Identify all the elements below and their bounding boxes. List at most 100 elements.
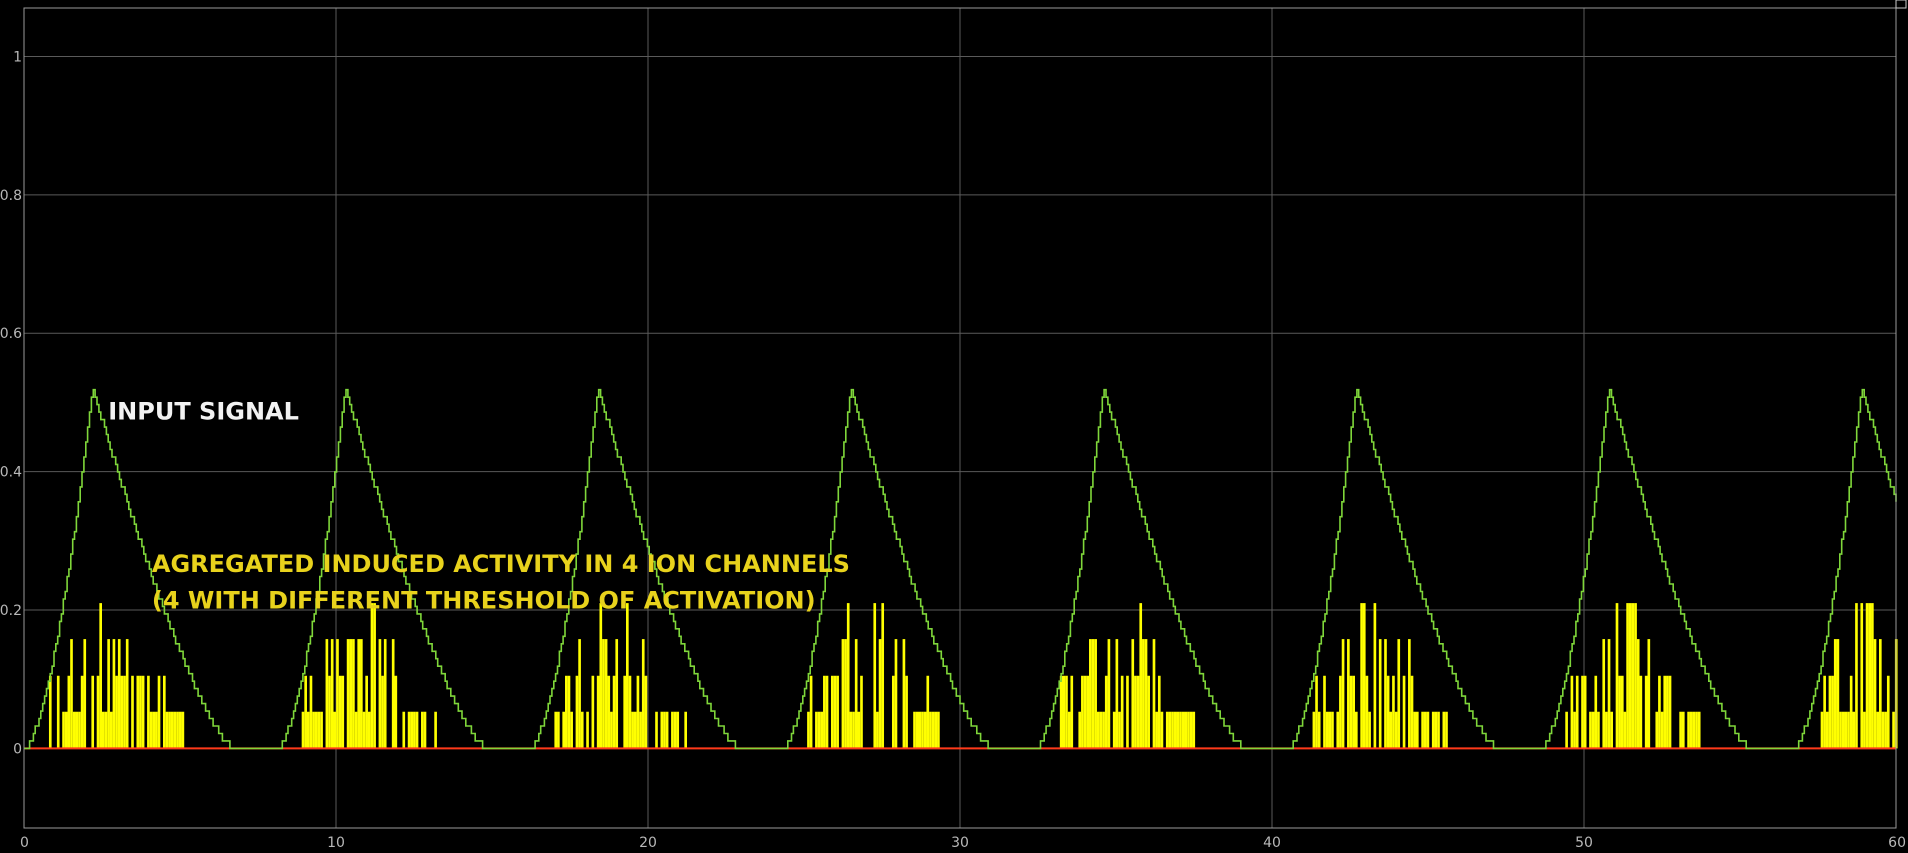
activity-bar xyxy=(599,603,603,749)
activity-bar xyxy=(162,675,166,749)
activity-bar xyxy=(1157,675,1161,749)
activity-bar xyxy=(173,711,177,749)
activity-bar xyxy=(67,675,71,749)
activity-bar xyxy=(602,639,605,749)
activity-bar xyxy=(1605,711,1608,749)
activity-bar xyxy=(1868,603,1872,749)
activity-bar xyxy=(1065,675,1068,749)
activity-bar xyxy=(1147,675,1151,749)
activity-bar xyxy=(836,675,839,749)
activity-bar xyxy=(1881,711,1885,749)
activity-bar xyxy=(1839,711,1842,749)
activity-bar xyxy=(591,675,595,749)
activity-bar xyxy=(1666,675,1669,749)
activity-bar xyxy=(147,675,150,749)
x-tick-label: 40 xyxy=(1263,835,1281,851)
activity-bar xyxy=(934,711,938,749)
activity-bar xyxy=(1155,711,1158,749)
annotation-aggregated-activity: AGREGATED INDUCED ACTIVITY IN 4 ION CHAN… xyxy=(152,550,850,578)
activity-bar xyxy=(1583,675,1587,749)
activity-bar xyxy=(1863,711,1866,749)
activity-bar xyxy=(330,639,334,749)
activity-bar xyxy=(665,711,669,749)
activity-bar xyxy=(423,711,427,749)
activity-bar xyxy=(1823,675,1826,749)
activity-bar xyxy=(1668,675,1672,749)
activity-bar xyxy=(1339,675,1342,749)
activity-bar xyxy=(1089,639,1092,749)
activity-bar xyxy=(312,711,315,749)
activity-bar xyxy=(341,675,345,749)
activity-bar xyxy=(1336,711,1340,749)
activity-bar xyxy=(926,675,930,749)
activity-bar xyxy=(102,711,105,749)
activity-bar xyxy=(152,711,156,749)
activity-bar xyxy=(1062,675,1066,749)
activity-bar xyxy=(615,639,619,749)
activity-bar xyxy=(1094,639,1097,749)
activity-bar xyxy=(304,675,307,749)
activity-bar xyxy=(1884,711,1887,749)
activity-bar xyxy=(125,639,129,749)
activity-bar xyxy=(1886,675,1890,749)
activity-bar xyxy=(1610,711,1614,749)
activity-bar xyxy=(1692,711,1696,749)
activity-bar xyxy=(306,711,310,749)
activity-bar xyxy=(383,639,387,749)
activity-bar xyxy=(655,711,658,749)
activity-bar xyxy=(391,639,395,749)
activity-bar xyxy=(633,711,637,749)
activity-bar xyxy=(815,711,818,749)
activity-bar xyxy=(1421,711,1424,749)
y-tick-label: 0.6 xyxy=(0,326,22,342)
activity-bar xyxy=(91,675,95,749)
activity-bar xyxy=(846,603,850,749)
activity-bar xyxy=(1181,711,1185,749)
activity-bar xyxy=(554,711,558,749)
activity-bar xyxy=(421,711,424,749)
activity-bar xyxy=(1179,711,1182,749)
activity-bar xyxy=(1192,711,1196,749)
activity-bar xyxy=(1871,603,1874,749)
activity-bar xyxy=(301,711,305,749)
activity-bar xyxy=(1644,675,1648,749)
activity-bar xyxy=(1126,675,1129,749)
annotation-threshold-note: (4 WITH DIFFERENT THRESHOLD OF ACTIVATIO… xyxy=(152,587,816,615)
activity-bar xyxy=(1602,639,1606,749)
activity-bar xyxy=(894,639,898,749)
activity-bar xyxy=(1086,675,1090,749)
activity-bar xyxy=(1328,711,1332,749)
activity-bar xyxy=(362,711,366,749)
y-tick-label: 0 xyxy=(13,741,22,757)
activity-bar xyxy=(929,711,932,749)
activity-bar xyxy=(165,711,169,749)
activity-bar xyxy=(586,711,589,749)
activity-bar xyxy=(1136,675,1140,749)
activity-bar xyxy=(1687,711,1690,749)
activity-bar xyxy=(1658,675,1661,749)
activity-bar xyxy=(413,711,416,749)
x-tick-label: 50 xyxy=(1575,835,1593,851)
activity-bar xyxy=(1139,603,1143,749)
activity-bar xyxy=(75,711,79,749)
corner-icon[interactable] xyxy=(1895,0,1907,9)
activity-bar xyxy=(830,675,834,749)
activity-bar xyxy=(170,711,174,749)
activity-bar xyxy=(410,711,414,749)
activity-bar xyxy=(878,639,882,749)
activity-bar xyxy=(1131,639,1135,749)
activity-bar xyxy=(644,675,648,749)
activity-bar xyxy=(434,711,437,749)
activity-bar xyxy=(639,711,642,749)
activity-bar xyxy=(141,675,145,749)
activity-bar xyxy=(1426,711,1430,749)
activity-bar xyxy=(1620,675,1624,749)
activity-bar xyxy=(623,675,627,749)
activity-bar xyxy=(1362,603,1366,749)
activity-bar xyxy=(1070,675,1074,749)
activity-bar xyxy=(1663,675,1667,749)
activity-bar xyxy=(1102,711,1105,749)
activity-bar xyxy=(1152,639,1156,749)
activity-bar xyxy=(320,711,323,749)
